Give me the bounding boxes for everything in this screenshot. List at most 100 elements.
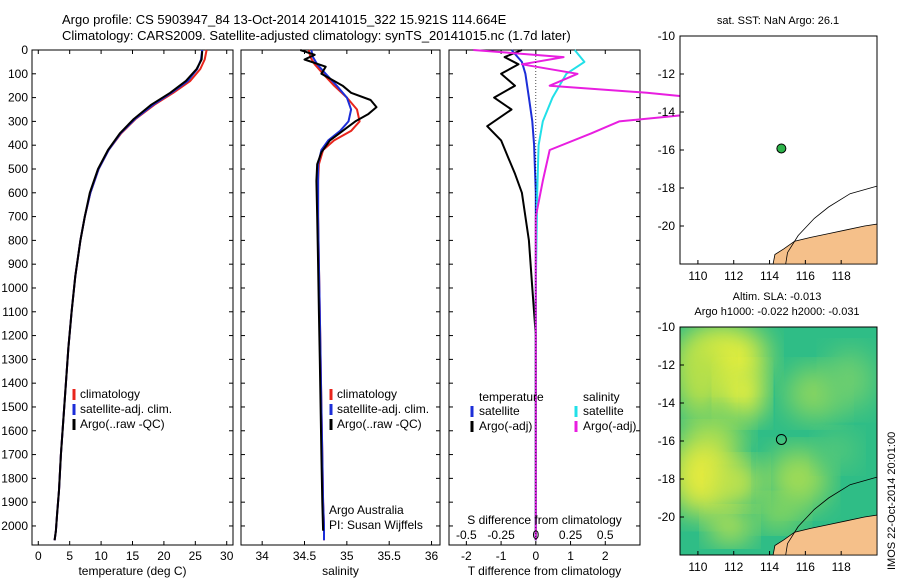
depth-tick-label: 0 bbox=[21, 43, 28, 57]
depth-tick-label: 1700 bbox=[1, 448, 28, 462]
temperature-legend-label: Argo(..raw -QC) bbox=[80, 417, 165, 431]
map-sla-ytick-label: -14 bbox=[658, 396, 676, 410]
map-sla-land bbox=[772, 514, 878, 556]
temperature-xtick-label: 10 bbox=[94, 549, 108, 563]
depth-tick-label: 1800 bbox=[1, 471, 28, 485]
legend-header-temperature: temperature bbox=[479, 390, 544, 404]
differences-xlabel: T difference from climatology bbox=[468, 564, 622, 578]
differences-xtick-label: 0 bbox=[532, 549, 539, 563]
sla-blob bbox=[680, 435, 738, 516]
chart-title-line2: Climatology: CARS2009. Satellite-adjuste… bbox=[62, 28, 571, 43]
map-sla-ytick-label: -16 bbox=[658, 434, 676, 448]
map-sst-ytick-label: -16 bbox=[658, 143, 676, 157]
depth-tick-label: 800 bbox=[8, 233, 28, 247]
depth-tick-label: 1100 bbox=[2, 305, 28, 319]
sdiff-tick-label: 0.25 bbox=[559, 528, 583, 542]
differences-xtick-label: 1 bbox=[567, 549, 574, 563]
diff-legend-label: satellite bbox=[583, 404, 624, 418]
depth-tick-label: 300 bbox=[8, 114, 28, 128]
map-sla-isobath bbox=[785, 476, 878, 556]
sla-blob bbox=[708, 510, 753, 543]
differences-xtick-label: -2 bbox=[461, 549, 472, 563]
depth-tick-label: 400 bbox=[8, 138, 28, 152]
differences-xtick-label: -1 bbox=[496, 549, 507, 563]
map-sst-xtick-label: 116 bbox=[796, 269, 815, 283]
diff-legend-label: Argo(-adj) bbox=[583, 419, 636, 433]
sla-blob bbox=[754, 497, 803, 530]
depth-tick-label: 2000 bbox=[1, 519, 28, 533]
differences-series-1 bbox=[486, 49, 537, 541]
temperature-xtick-label: 15 bbox=[126, 549, 140, 563]
sla-background bbox=[680, 327, 877, 555]
sla-title: Altim. SLA: -0.013 bbox=[733, 291, 822, 303]
temperature-series-2 bbox=[53, 51, 204, 541]
map-sst-xtick-label: 118 bbox=[832, 269, 851, 283]
depth-tick-label: 1600 bbox=[1, 424, 28, 438]
salinity-xlabel: salinity bbox=[322, 564, 359, 578]
salinity-frame bbox=[240, 49, 441, 546]
salinity-legend-label: satellite-adj. clim. bbox=[337, 402, 429, 416]
legend-header-salinity: salinity bbox=[583, 390, 620, 404]
diff-legend-label: satellite bbox=[479, 404, 520, 418]
footer-timestamp: IMOS 22-Oct-2014 20:01:00 bbox=[886, 431, 898, 570]
map-sst-ytick-label: -20 bbox=[658, 219, 676, 233]
salinity-series-0 bbox=[307, 49, 361, 541]
map-sst-isobath bbox=[785, 185, 878, 265]
sla-blob bbox=[720, 367, 765, 420]
salinity-xtick-label: 34 bbox=[255, 549, 269, 563]
salinity-xtick-label: 35.5 bbox=[378, 549, 402, 563]
map-sst-ytick-label: -12 bbox=[658, 67, 676, 81]
depth-tick-label: 1300 bbox=[1, 352, 28, 366]
salinity-annotation: PI: Susan Wijffels bbox=[329, 518, 423, 532]
sla-blob bbox=[713, 460, 762, 505]
sla-blob bbox=[817, 432, 858, 469]
map-sst-ytick-label: -18 bbox=[658, 181, 676, 195]
differences-xtick-label: 2 bbox=[602, 549, 609, 563]
map-sla-ytick-label: -10 bbox=[658, 320, 676, 334]
differences-series-0 bbox=[510, 49, 537, 541]
sdiff-tick-label: 0 bbox=[532, 528, 539, 542]
map-sla-xtick-label: 110 bbox=[688, 560, 707, 574]
temperature-legend-label: satellite-adj. clim. bbox=[80, 402, 172, 416]
salinity-xtick-label: 34.5 bbox=[293, 549, 317, 563]
temperature-xtick-label: 30 bbox=[220, 549, 234, 563]
depth-tick-label: 1400 bbox=[1, 376, 28, 390]
depth-tick-label: 1500 bbox=[1, 400, 28, 414]
sla-blob bbox=[768, 449, 829, 509]
map-sst-land bbox=[772, 223, 878, 265]
sdiff-tick-label: 0.5 bbox=[597, 528, 614, 542]
map-sst-xtick-label: 110 bbox=[688, 269, 707, 283]
salinity-legend-label: climatology bbox=[337, 387, 397, 401]
temperature-frame bbox=[31, 49, 234, 546]
differences-frame bbox=[448, 49, 641, 546]
salinity-legend-label: Argo(..raw -QC) bbox=[337, 417, 422, 431]
sla-blob bbox=[826, 350, 875, 411]
map-panels: 110 112 114 116 118 -10 -12 -14 -16 -18 -20 sat. SS… bbox=[658, 15, 878, 574]
sla-blob bbox=[682, 327, 767, 386]
temperature-xlabel: temperature (deg C) bbox=[78, 564, 186, 578]
temperature-series-1 bbox=[53, 49, 204, 541]
sdiff-tick-label: -0.5 bbox=[456, 528, 477, 542]
profile-panels: 0100200300400500600700800900100011001200… bbox=[1, 43, 746, 578]
map-sst-xtick-label: 112 bbox=[724, 269, 743, 283]
salinity-series-1 bbox=[310, 49, 353, 541]
map-sla-ytick-label: -12 bbox=[658, 358, 676, 372]
depth-tick-label: 700 bbox=[8, 210, 28, 224]
diff-legend-label: Argo(-adj) bbox=[479, 419, 532, 433]
sst-title: sat. SST: NaN Argo: 26.1 bbox=[717, 15, 839, 27]
sla-blob bbox=[680, 340, 728, 421]
depth-tick-label: 500 bbox=[8, 162, 28, 176]
float-marker bbox=[775, 433, 787, 445]
salinity-xtick-label: 35 bbox=[340, 549, 354, 563]
depth-tick-label: 100 bbox=[8, 67, 28, 81]
differences-series-2 bbox=[534, 49, 586, 541]
map-sla-ytick-label: -18 bbox=[658, 472, 676, 486]
temperature-legend-label: climatology bbox=[80, 387, 140, 401]
temperature-xtick-label: 20 bbox=[157, 549, 171, 563]
temperature-xtick-label: 25 bbox=[189, 549, 203, 563]
panel-differences: -2 -1 0 1 2T difference from climatology bbox=[448, 49, 746, 578]
panel-salinity: 34 34.5 35 35.5 36 salinity climatologysatelli… bbox=[240, 49, 441, 578]
depth-tick-label: 1000 bbox=[1, 281, 28, 295]
salinity-series-2 bbox=[299, 49, 378, 531]
